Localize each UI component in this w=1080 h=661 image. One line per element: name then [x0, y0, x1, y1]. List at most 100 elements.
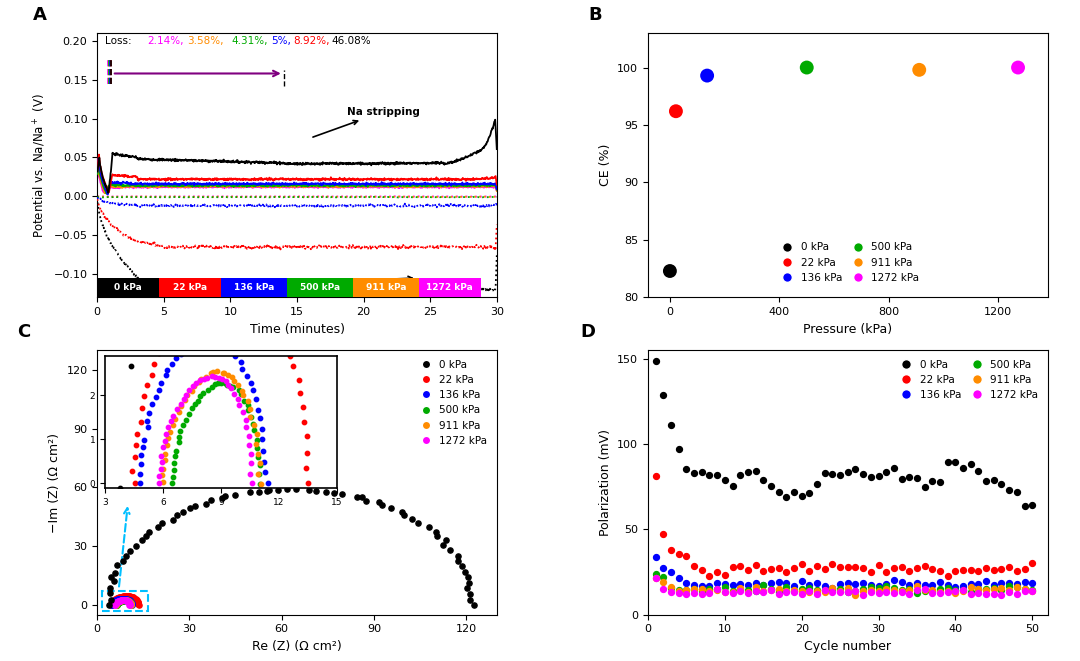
Point — [878, 579, 895, 590]
Point — [1010, 62, 1027, 73]
Point — [931, 566, 948, 576]
Point — [970, 566, 987, 576]
Point — [693, 467, 711, 477]
Point — [325, 488, 342, 498]
Point — [122, 598, 139, 609]
Point — [916, 561, 933, 571]
Point — [107, 599, 124, 609]
Point — [809, 585, 826, 596]
Point — [993, 585, 1010, 596]
Point — [1016, 585, 1034, 596]
Point — [939, 580, 957, 590]
Point — [662, 582, 679, 593]
Point — [110, 597, 127, 607]
Point — [893, 586, 910, 597]
Point — [962, 578, 980, 589]
Point — [1000, 485, 1017, 495]
Point — [110, 596, 127, 607]
Point — [130, 600, 147, 610]
Point — [678, 589, 696, 600]
Point — [104, 598, 121, 609]
Point — [116, 595, 133, 605]
Point — [886, 463, 903, 473]
Point — [118, 596, 135, 606]
Point — [454, 561, 471, 572]
Point — [164, 514, 181, 525]
Point — [854, 578, 872, 589]
Point — [1000, 562, 1017, 572]
Point — [108, 597, 125, 607]
Text: 500 kPa: 500 kPa — [300, 283, 340, 292]
Point — [122, 600, 139, 610]
Point — [125, 593, 143, 603]
Point — [923, 563, 941, 574]
Point — [886, 584, 903, 595]
Point — [839, 586, 856, 597]
Point — [118, 594, 135, 604]
Point — [893, 577, 910, 588]
Point — [993, 590, 1010, 600]
Point — [670, 572, 687, 583]
Point — [839, 562, 856, 572]
Point — [993, 582, 1010, 593]
Point — [647, 573, 664, 584]
Point — [678, 551, 696, 562]
Point — [762, 481, 780, 492]
Point — [259, 486, 276, 496]
Point — [130, 599, 147, 609]
Point — [670, 584, 687, 595]
Point — [778, 582, 795, 592]
Point — [121, 595, 138, 605]
Point — [111, 596, 129, 607]
Point — [108, 598, 125, 609]
Point — [739, 586, 756, 597]
Point — [121, 596, 138, 607]
Point — [847, 464, 864, 475]
Point — [117, 594, 134, 604]
Point — [279, 485, 296, 495]
Point — [770, 586, 787, 597]
Point — [993, 564, 1010, 574]
Point — [1024, 585, 1041, 596]
Point — [117, 595, 134, 605]
Point — [800, 586, 818, 596]
Point — [1016, 577, 1034, 588]
Point — [955, 463, 972, 474]
Point — [908, 588, 926, 598]
Point — [993, 479, 1010, 489]
Point — [123, 598, 140, 608]
Point — [112, 596, 130, 606]
Point — [800, 487, 818, 498]
Point — [112, 595, 130, 605]
Point — [793, 586, 810, 596]
Point — [104, 598, 121, 609]
Point — [654, 563, 672, 573]
Point — [251, 487, 268, 498]
Point — [107, 599, 124, 609]
Point — [114, 595, 132, 605]
Point — [862, 582, 879, 593]
Point — [939, 586, 957, 596]
Point — [747, 559, 765, 570]
Point — [104, 599, 121, 609]
Point — [104, 600, 121, 610]
Point — [153, 518, 171, 528]
Point — [442, 545, 459, 555]
Point — [123, 598, 140, 609]
Point — [108, 597, 125, 607]
Point — [122, 598, 139, 608]
Point — [109, 598, 126, 608]
Point — [693, 580, 711, 591]
Point — [117, 595, 134, 605]
Point — [1000, 584, 1017, 595]
Point — [105, 597, 122, 607]
Point — [739, 588, 756, 598]
Point — [770, 589, 787, 600]
Point — [816, 584, 834, 595]
Point — [111, 596, 129, 606]
Point — [970, 578, 987, 589]
Point — [181, 502, 199, 513]
Point — [809, 588, 826, 599]
Point — [404, 514, 421, 524]
Point — [121, 597, 138, 607]
